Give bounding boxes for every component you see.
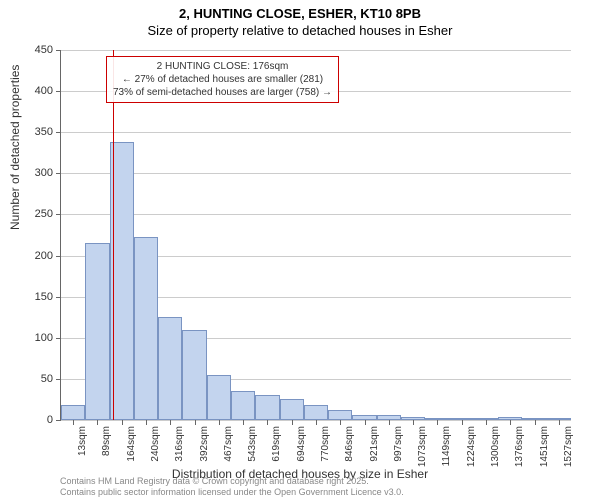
histogram-bar <box>280 399 304 420</box>
ytick-label: 150 <box>13 291 53 303</box>
xtick-label: 392sqm <box>199 426 210 462</box>
xtick-label: 1224sqm <box>466 426 477 467</box>
ytick-mark <box>56 132 61 133</box>
xtick-mark <box>73 420 74 425</box>
xtick-mark <box>486 420 487 425</box>
xtick-mark <box>195 420 196 425</box>
chart-title-block: 2, HUNTING CLOSE, ESHER, KT10 8PB Size o… <box>0 0 600 38</box>
reference-line <box>113 50 114 420</box>
xtick-label: 543sqm <box>247 426 258 462</box>
histogram-bar <box>182 330 206 420</box>
chart-title-main: 2, HUNTING CLOSE, ESHER, KT10 8PB <box>0 6 600 21</box>
xtick-mark <box>219 420 220 425</box>
ytick-mark <box>56 420 61 421</box>
ytick-label: 0 <box>13 414 53 426</box>
histogram-bar <box>304 405 328 420</box>
histogram-bar <box>61 405 85 420</box>
ytick-label: 350 <box>13 126 53 138</box>
xtick-label: 1073sqm <box>417 426 428 467</box>
ytick-label: 100 <box>13 332 53 344</box>
annotation-box: 2 HUNTING CLOSE: 176sqm← 27% of detached… <box>106 56 339 103</box>
chart-area: 0501001502002503003504004502 HUNTING CLO… <box>60 50 570 420</box>
xtick-label: 89sqm <box>101 426 112 456</box>
ytick-mark <box>56 379 61 380</box>
ytick-mark <box>56 173 61 174</box>
xtick-mark <box>146 420 147 425</box>
ytick-mark <box>56 297 61 298</box>
annotation-line: ← 27% of detached houses are smaller (28… <box>113 73 332 86</box>
xtick-label: 1376sqm <box>514 426 525 467</box>
ytick-label: 50 <box>13 373 53 385</box>
xtick-mark <box>243 420 244 425</box>
ytick-label: 400 <box>13 85 53 97</box>
footer-attribution: Contains HM Land Registry data © Crown c… <box>60 476 404 498</box>
xtick-mark <box>316 420 317 425</box>
footer-line-1: Contains HM Land Registry data © Crown c… <box>60 476 404 487</box>
xtick-mark <box>340 420 341 425</box>
ytick-mark <box>56 91 61 92</box>
xtick-mark <box>559 420 560 425</box>
xtick-mark <box>365 420 366 425</box>
gridline <box>61 50 571 51</box>
histogram-bar <box>207 375 231 420</box>
xtick-label: 1300sqm <box>490 426 501 467</box>
xtick-mark <box>292 420 293 425</box>
xtick-mark <box>389 420 390 425</box>
chart-title-sub: Size of property relative to detached ho… <box>0 23 600 38</box>
xtick-label: 240sqm <box>150 426 161 462</box>
histogram-bar <box>255 395 279 420</box>
gridline <box>61 214 571 215</box>
annotation-line: 2 HUNTING CLOSE: 176sqm <box>113 60 332 73</box>
xtick-mark <box>437 420 438 425</box>
footer-line-2: Contains public sector information licen… <box>60 487 404 498</box>
xtick-mark <box>413 420 414 425</box>
gridline <box>61 173 571 174</box>
xtick-mark <box>462 420 463 425</box>
ytick-label: 300 <box>13 167 53 179</box>
xtick-label: 997sqm <box>393 426 404 462</box>
xtick-label: 13sqm <box>77 426 88 456</box>
xtick-mark <box>535 420 536 425</box>
plot-region: 0501001502002503003504004502 HUNTING CLO… <box>60 50 571 421</box>
xtick-label: 846sqm <box>344 426 355 462</box>
xtick-mark <box>97 420 98 425</box>
xtick-mark <box>267 420 268 425</box>
histogram-bar <box>328 410 352 420</box>
xtick-label: 1527sqm <box>563 426 574 467</box>
ytick-label: 450 <box>13 44 53 56</box>
ytick-mark <box>56 338 61 339</box>
histogram-bar <box>134 237 158 420</box>
xtick-label: 694sqm <box>296 426 307 462</box>
histogram-bar <box>85 243 109 420</box>
ytick-label: 250 <box>13 208 53 220</box>
xtick-label: 770sqm <box>320 426 331 462</box>
xtick-label: 619sqm <box>271 426 282 462</box>
ytick-mark <box>56 214 61 215</box>
xtick-label: 316sqm <box>174 426 185 462</box>
xtick-label: 1451sqm <box>539 426 550 467</box>
xtick-label: 921sqm <box>369 426 380 462</box>
xtick-label: 1149sqm <box>441 426 452 466</box>
xtick-label: 467sqm <box>223 426 234 462</box>
xtick-label: 164sqm <box>126 426 137 462</box>
ytick-mark <box>56 50 61 51</box>
annotation-line: 73% of semi-detached houses are larger (… <box>113 86 332 99</box>
ytick-label: 200 <box>13 250 53 262</box>
xtick-mark <box>170 420 171 425</box>
histogram-bar <box>231 391 255 420</box>
histogram-bar <box>158 317 182 420</box>
xtick-mark <box>510 420 511 425</box>
ytick-mark <box>56 256 61 257</box>
xtick-mark <box>122 420 123 425</box>
gridline <box>61 132 571 133</box>
